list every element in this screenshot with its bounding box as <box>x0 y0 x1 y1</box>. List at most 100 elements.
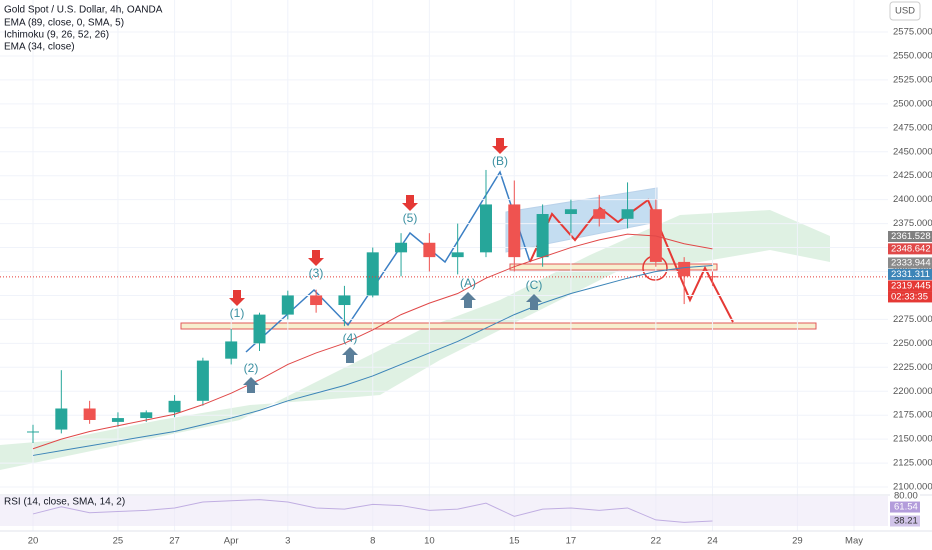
rsi-label-bg <box>890 515 920 527</box>
legend-ichimoku: Ichimoku (9, 26, 52, 26) <box>4 30 109 41</box>
wave-label: (C) <box>526 278 543 292</box>
y-tick-label: 2275.000 <box>893 314 932 325</box>
y-tick-label: 2550.000 <box>893 50 932 61</box>
y-tick-label: 2575.000 <box>893 27 932 38</box>
y-tick-label: 2525.000 <box>893 74 932 85</box>
y-tick-label: 2175.000 <box>893 410 932 421</box>
candle-body <box>423 242 436 258</box>
candle-body <box>225 341 238 359</box>
y-tick-label: 2400.000 <box>893 194 932 205</box>
x-tick-label: Apr <box>224 536 239 547</box>
price-label: 2361.528 <box>891 231 931 242</box>
chart-title: Gold Spot / U.S. Dollar, 4h, OANDA <box>4 5 163 16</box>
rsi-label-bg <box>890 490 920 502</box>
rsi-label-bg <box>890 501 920 513</box>
y-tick-label: 2125.000 <box>893 458 932 469</box>
y-tick-label: 2475.000 <box>893 122 932 133</box>
x-tick-label: 22 <box>651 536 662 547</box>
arrow-up <box>342 347 358 363</box>
price-label: 2348.642 <box>891 243 931 254</box>
ema-line <box>32 264 713 456</box>
price-label-bg <box>888 231 932 243</box>
candle-body <box>678 261 691 277</box>
ema-line <box>32 233 713 450</box>
countdown-bg <box>888 291 932 303</box>
x-tick-label: 20 <box>28 536 39 547</box>
neckline-zone <box>509 263 718 271</box>
price-label-bg <box>888 257 932 269</box>
candle-body <box>168 400 181 413</box>
candle-body <box>55 408 68 430</box>
candle-body <box>593 209 606 219</box>
price-label-bg <box>888 268 932 280</box>
projection-path <box>529 198 734 323</box>
price-label: 2319.445 <box>891 280 931 291</box>
y-tick-label: 2200.000 <box>893 386 932 397</box>
candle-body <box>366 252 379 296</box>
rsi-label: 80.00 <box>894 491 918 502</box>
rsi-label: 38.21 <box>894 516 918 527</box>
candle-body <box>140 412 153 419</box>
candle-body <box>83 408 96 420</box>
legend-ema34: EMA (34, close) <box>4 42 75 53</box>
x-tick-label: 3 <box>285 536 290 547</box>
x-tick-label: 29 <box>792 536 803 547</box>
price-label: 2333.944 <box>891 257 931 268</box>
candle-body <box>451 252 464 258</box>
ichimoku-cloud <box>0 210 830 470</box>
y-tick-label: 2425.000 <box>893 170 932 181</box>
y-tick-label: 2150.000 <box>893 434 932 445</box>
y-tick-label: 2450.000 <box>893 146 932 157</box>
candle-body <box>338 295 351 306</box>
wave-path <box>245 170 531 353</box>
x-tick-label: 17 <box>566 536 577 547</box>
arrow-up <box>526 294 542 310</box>
wave-label: (4) <box>343 331 358 345</box>
arrow-down <box>492 138 508 154</box>
currency: USD <box>895 6 915 17</box>
wave-label: (3) <box>309 266 324 280</box>
wave-label: (5) <box>403 211 418 225</box>
arrow-down <box>402 195 418 211</box>
wave-label: (2) <box>244 361 259 375</box>
y-tick-label: 2500.000 <box>893 98 932 109</box>
candle-body <box>310 295 323 306</box>
x-tick-label: 15 <box>509 536 520 547</box>
arrow-up <box>460 292 476 308</box>
rsi-label: 61.54 <box>894 502 918 513</box>
candle-body <box>111 418 124 422</box>
candle-body <box>706 276 719 278</box>
rsi-legend: RSI (14, close, SMA, 14, 2) <box>4 497 125 508</box>
x-tick-label: 8 <box>370 536 375 547</box>
candle-body <box>621 209 634 219</box>
candle-body <box>395 242 408 253</box>
x-tick-label: 27 <box>169 536 180 547</box>
candle-body <box>196 360 209 401</box>
y-tick-label: 2250.000 <box>893 338 932 349</box>
support-zone <box>180 322 817 330</box>
arrow-down <box>229 290 245 306</box>
price-label: 2331.311 <box>891 269 930 280</box>
legend-ema89: EMA (89, close, 0, SMA, 5) <box>4 18 124 29</box>
candle-body <box>253 314 266 344</box>
rsi-band <box>0 496 888 526</box>
x-tick-label: 24 <box>707 536 718 547</box>
arrow-down <box>308 250 324 266</box>
arrow-up <box>243 377 259 393</box>
candle-body <box>536 214 549 258</box>
wave-label: (A) <box>460 276 476 290</box>
y-tick-label: 2100.000 <box>893 482 932 493</box>
price-label-bg <box>888 280 932 292</box>
currency-box <box>889 1 921 21</box>
countdown: 02:33:35 <box>891 291 928 302</box>
y-tick-label: 2225.000 <box>893 362 932 373</box>
x-tick-label: 10 <box>424 536 435 547</box>
candle-body <box>479 204 492 253</box>
price-label-bg <box>888 243 932 255</box>
candle-body <box>564 209 577 215</box>
wave-label: (1) <box>230 306 245 320</box>
x-tick-label: 25 <box>113 536 124 547</box>
